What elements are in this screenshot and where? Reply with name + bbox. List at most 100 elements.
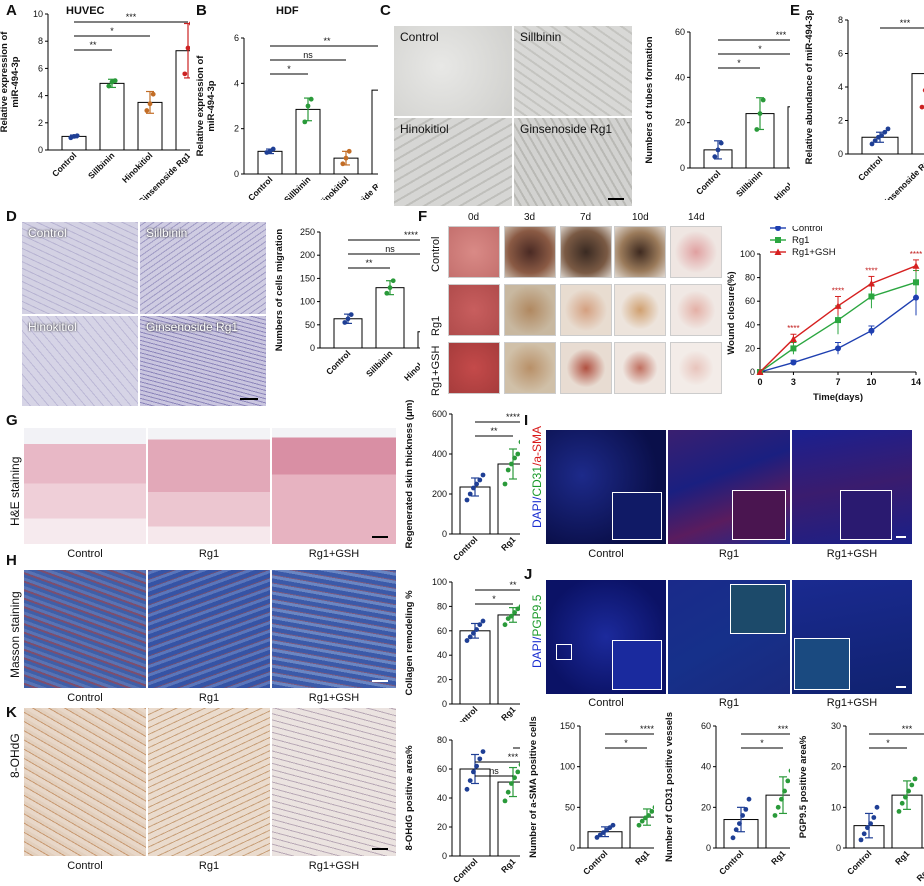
data-point: [467, 491, 473, 497]
category-label: Hinokitiol: [772, 168, 790, 200]
y-tick-label: 20: [701, 802, 711, 812]
significance-label: ns: [385, 244, 395, 254]
data-point: [384, 290, 390, 296]
data-point: [610, 822, 616, 828]
masson-image-control: [24, 570, 146, 688]
masson-col-rg1: Rg1: [198, 692, 220, 704]
he-image-control: [24, 428, 146, 544]
data-point: [305, 103, 311, 109]
data-point: [636, 822, 642, 828]
y-axis-label: Number of a-SMA positive cells: [528, 716, 539, 858]
y-tick-label: 40: [745, 320, 755, 330]
panel-label-g: G: [6, 412, 18, 429]
data-point: [869, 141, 875, 147]
y-tick-label: 10: [831, 802, 841, 812]
data-point: [912, 262, 920, 269]
y-axis-label: Relative expression of: [0, 31, 10, 133]
chart-b: 0 2 4 6 Relative expression of miR-494-3p Cont…: [196, 33, 378, 200]
data-point: [649, 809, 654, 814]
data-point: [518, 604, 520, 609]
if-pgp-rg1gsh: [792, 580, 912, 694]
chart-pgp: 0 10 20 30 PGP9.5 positive area% Control Rg1 Rg…: [798, 721, 924, 883]
data-point: [652, 805, 654, 810]
panel-label-k: K: [6, 704, 17, 721]
category-label: Rg1+GSH: [914, 848, 924, 883]
bar: [911, 73, 924, 155]
bar: [375, 287, 405, 349]
significance-label: ****: [506, 412, 520, 422]
bar: [497, 614, 520, 705]
tube-image-sillbinin: Sillbinin: [514, 26, 632, 116]
data-point: [502, 798, 508, 804]
y-axis-label: miR-494-3p: [10, 56, 21, 107]
significance-label: ****: [787, 324, 799, 333]
data-point: [730, 835, 736, 841]
data-point: [471, 630, 476, 636]
y-tick-label: 20: [745, 343, 755, 353]
if-pgp-control: [546, 580, 666, 694]
significance-label: *: [492, 594, 496, 604]
image-label: Hinokitiol: [400, 122, 449, 136]
category-label: Control: [856, 154, 884, 182]
he-image-rg1gsh: [272, 428, 396, 544]
data-point: [474, 627, 479, 632]
image-label: Hinokitiol: [28, 320, 77, 334]
wound-photo-r1-c0: [448, 284, 500, 336]
if-cd31-col-rg1: Rg1: [718, 548, 740, 560]
chart-g: 0 200 400 600 Regenerated skin thickness (μm…: [404, 400, 520, 563]
wound-photo-r0-c3: [614, 226, 666, 278]
bar: [787, 106, 790, 169]
data-point: [518, 762, 520, 767]
y-tick-label: 100: [300, 297, 315, 307]
data-point: [912, 776, 918, 782]
data-point: [906, 788, 911, 794]
data-point: [790, 345, 797, 352]
bar: [765, 794, 790, 849]
x-tick-label: 7: [835, 377, 840, 387]
y-tick-label: 40: [675, 72, 685, 82]
data-point: [480, 749, 486, 754]
y-tick-label: 40: [701, 762, 711, 772]
data-point: [868, 821, 873, 826]
y-axis-label: Number of CD31 positive vessels: [664, 712, 675, 862]
scale-bar: [896, 536, 906, 538]
data-point: [346, 148, 352, 154]
data-point: [874, 804, 880, 810]
y-tick-label: 4: [234, 78, 239, 88]
y-tick-label: 0: [750, 367, 755, 377]
bar: [417, 331, 420, 349]
wound-photo-r2-c1: [504, 342, 556, 394]
zoom-inset: [732, 490, 786, 540]
data-point: [858, 837, 864, 843]
category-label: Rg1: [893, 848, 912, 867]
y-tick-label: 10: [33, 9, 43, 19]
data-point: [185, 45, 190, 51]
ohdg-image-rg1: [148, 708, 270, 856]
category-label: Control: [694, 168, 722, 196]
x-tick-label: 10: [866, 377, 876, 387]
y-axis-label: Relative abundance of miR-494-3p: [804, 9, 815, 164]
data-point: [896, 809, 902, 814]
bar: [459, 630, 491, 705]
data-point: [868, 327, 875, 334]
scale-bar: [608, 198, 624, 200]
significance-label: ***: [126, 12, 137, 22]
data-point: [512, 455, 517, 461]
y-tick-label: 60: [437, 626, 447, 636]
legend-label: Control: [792, 226, 823, 234]
y-tick-label: 60: [675, 27, 685, 37]
data-point: [879, 133, 884, 138]
dapi-label: DAPI/: [530, 496, 544, 528]
image-label: Ginsenoside Rg1: [146, 320, 239, 334]
data-point: [867, 280, 875, 287]
wound-photo-r1-c3: [614, 284, 666, 336]
panel-label-d: D: [6, 208, 17, 225]
migration-image-rg1: Ginsenoside Rg1: [140, 316, 266, 406]
data-point: [302, 119, 308, 125]
y-tick-label: 8: [838, 15, 843, 25]
y-tick-label: 0: [570, 843, 575, 853]
panel-label-i: I: [524, 412, 529, 429]
y-tick-label: 40: [437, 650, 447, 660]
y-tick-label: 400: [432, 449, 447, 459]
data-point: [474, 763, 479, 769]
